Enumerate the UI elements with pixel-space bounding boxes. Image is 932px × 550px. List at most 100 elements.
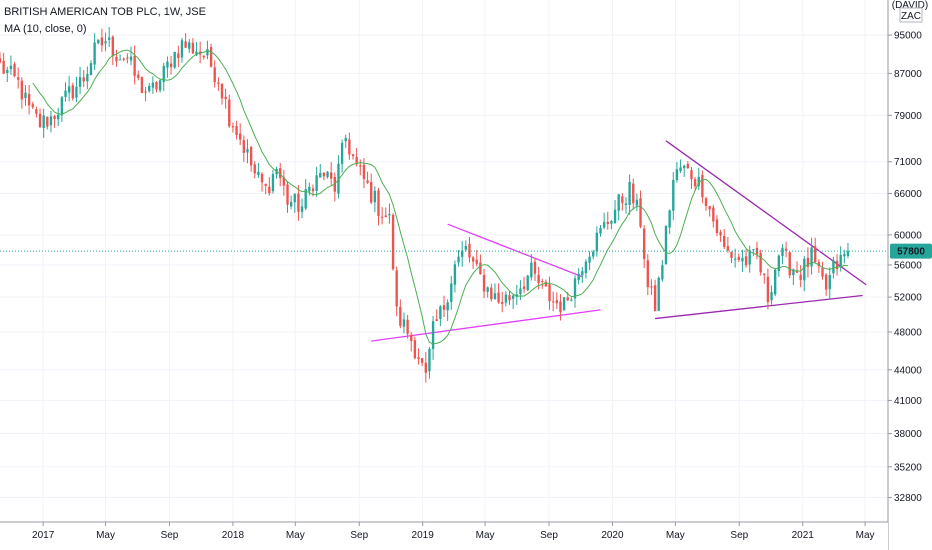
candle-body [27,93,31,106]
candle-body [566,297,569,301]
candle-body [559,301,562,313]
candle-body [551,301,555,303]
time-tick-label: 2019 [412,530,435,541]
candle-body [592,251,595,257]
ma-indicator-label[interactable]: MA (10, close, 0) [4,23,87,35]
candle-body [118,59,122,61]
candle-body [377,190,380,216]
trend-line-triangle-2019-upper[interactable] [447,223,583,278]
price-axis[interactable] [888,0,932,550]
price-tick-label: 48000 [894,327,922,338]
price-tick-label: 71000 [894,157,922,168]
candle-body [126,57,129,59]
candle-body [264,183,267,186]
candle-body [763,273,766,276]
candle-body [217,82,220,84]
candle-body [60,97,64,116]
candle-body [657,277,660,311]
candle-body [64,90,67,97]
candle-body [249,147,253,166]
candle-body [828,275,831,290]
candle-body [726,246,730,251]
candle-body [348,139,351,155]
candle-body [355,156,358,165]
candle-body [461,250,464,257]
candle-body [86,74,89,82]
candle-body [806,257,810,267]
candle-body [202,55,205,58]
candle-body [329,172,333,179]
candle-body [479,262,482,275]
candle-body [737,256,740,260]
candle-body [708,206,711,210]
price-tick-label: 60000 [894,230,922,241]
candle-body [835,260,839,270]
candle-body [399,307,402,326]
candle-body [781,247,784,257]
candle-body [282,177,286,186]
candle-body [744,256,748,266]
candle-body [704,198,708,207]
price-tick-label: 32800 [894,493,922,504]
candle-body [773,269,777,295]
time-tick-label: Sep [161,530,179,541]
price-tick-label: 35200 [894,462,922,473]
candle-body [843,253,846,257]
candle-body [304,189,307,209]
candle-body [209,47,213,67]
candle-body [602,222,606,228]
ma-line [32,49,849,345]
candle-body [78,77,82,87]
time-tick-label: 2021 [792,530,815,541]
candle-body [526,275,529,291]
candle-body [279,168,282,179]
candle-body [821,267,824,277]
candle-body [260,173,264,183]
candle-body [184,41,187,48]
candle-body [562,297,566,311]
candle-body [111,36,115,57]
candle-body [57,114,60,120]
candle-body [442,305,446,310]
candle-body [308,186,311,192]
price-tick-label: 66000 [894,189,922,200]
candle-body [67,86,71,93]
candle-body [231,126,235,128]
candle-body [846,251,850,256]
candle-body [759,252,762,273]
candle-body [82,77,85,82]
candle-body [606,221,609,224]
candle-body [213,67,216,83]
time-axis[interactable] [0,522,888,550]
currency-label: ZAC [901,11,921,22]
candle-body [42,115,45,128]
candle-body [635,199,639,206]
price-tick-label: 95000 [894,31,922,42]
trend-line-triangle-2020-lower[interactable] [655,294,863,320]
candle-body [522,286,526,290]
candle-body [271,174,275,192]
candle-body [733,258,737,260]
candle-body [300,206,304,212]
currency-badge[interactable] [899,7,923,23]
candle-body [810,247,813,267]
candle-body [9,65,13,70]
candle-body [464,245,468,250]
candle-body [155,81,158,90]
symbol-title[interactable]: BRITISH AMERICAN TOB PLC, 1W, JSE [4,6,206,18]
candle-body [799,274,802,280]
candle-body [624,203,628,206]
candle-body [13,64,16,77]
candle-body [788,252,791,276]
candle-body [373,190,377,203]
candle-body [228,99,231,127]
candle-body [93,42,96,65]
candle-body [792,269,795,276]
candle-body [406,319,409,334]
trend-line-triangle-2019-lower[interactable] [371,309,601,342]
candle-body [646,260,649,288]
current-price-value: 57800 [897,247,925,258]
trend-lines [371,140,867,342]
candle-body [690,170,693,180]
